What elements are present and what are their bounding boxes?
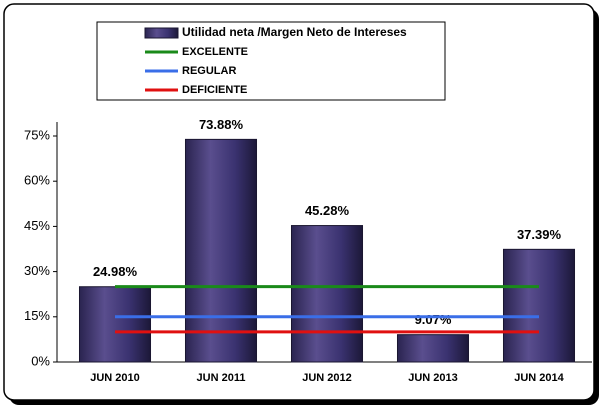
- value-label: 24.98%: [93, 264, 138, 279]
- value-label: 37.39%: [517, 227, 562, 242]
- bar: [290, 225, 364, 363]
- y-tick-label: 15%: [24, 308, 50, 323]
- bar: [396, 334, 470, 363]
- x-tick-label: JUN 2013: [408, 372, 458, 384]
- legend-swatch: [144, 27, 179, 39]
- value-label: 73.88%: [199, 117, 244, 132]
- x-tick-label: JUN 2010: [90, 372, 140, 384]
- y-tick-label: 75%: [24, 127, 50, 142]
- y-tick-label: 0%: [31, 353, 50, 368]
- x-tick-label: JUN 2011: [197, 372, 246, 384]
- x-tick-label: JUN 2014: [514, 372, 564, 384]
- legend-label: Utilidad neta /Margen Neto de Intereses: [182, 25, 407, 39]
- value-label: 9.07%: [415, 312, 452, 327]
- legend-label: REGULAR: [182, 65, 236, 77]
- bar: [78, 286, 152, 363]
- y-tick-label: 60%: [24, 173, 50, 188]
- y-tick-label: 30%: [24, 263, 50, 278]
- legend-label: DEFICIENTE: [182, 84, 247, 96]
- legend-label: EXCELENTE: [182, 46, 248, 58]
- x-tick-label: JUN 2012: [302, 372, 352, 384]
- y-tick-label: 45%: [24, 218, 50, 233]
- frame: [3, 3, 595, 401]
- bar: [184, 138, 258, 363]
- bar: [502, 248, 576, 363]
- value-label: 45.28%: [305, 203, 350, 218]
